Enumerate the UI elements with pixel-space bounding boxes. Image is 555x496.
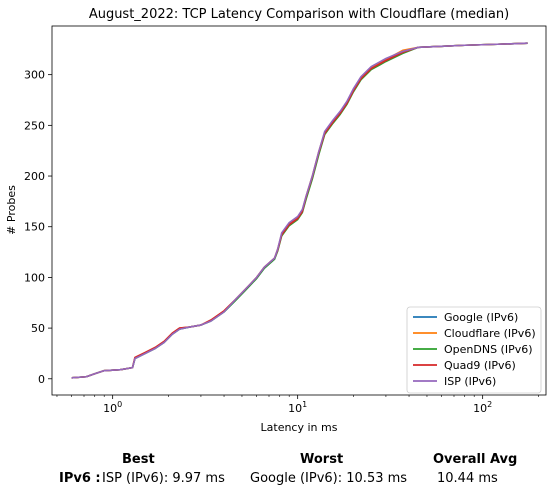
y-axis-label: # Probes (5, 185, 18, 235)
y-tick-label: 250 (24, 119, 45, 132)
x-tick-label: 101 (288, 400, 307, 415)
best-header: Best (122, 452, 155, 467)
ipv6-row-label: IPv6 : (59, 471, 101, 486)
x-tick-label: 102 (473, 400, 492, 415)
legend-label: Cloudflare (IPv6) (444, 327, 536, 340)
legend-label: OpenDNS (IPv6) (444, 343, 533, 356)
legend: Google (IPv6) Cloudflare (IPv6) OpenDNS (I… (406, 306, 542, 394)
legend-box (406, 306, 542, 394)
worst-value: Google (IPv6): 10.53 ms (250, 471, 408, 486)
y-tick-label: 50 (31, 322, 45, 335)
legend-label: Google (IPv6) (444, 311, 518, 324)
y-tick-label: 200 (24, 170, 45, 183)
series-line (71, 42, 528, 379)
y-tick-label: 100 (24, 271, 45, 284)
y-tick-label: 0 (38, 373, 45, 386)
x-axis: 100 101 102 (56, 395, 539, 415)
y-axis: 0 50 100 150 200 250 300 (24, 69, 52, 386)
y-tick-label: 300 (24, 69, 45, 82)
legend-label: Quad9 (IPv6) (444, 359, 516, 372)
series-lines (71, 42, 528, 379)
y-tick-label: 150 (24, 221, 45, 234)
avg-header: Overall Avg (433, 452, 518, 467)
legend-label: ISP (IPv6) (444, 375, 496, 388)
latency-chart: August_2022: TCP Latency Comparison with… (5, 7, 547, 434)
x-axis-label: Latency in ms (261, 421, 338, 434)
x-tick-label: 100 (103, 400, 122, 415)
chart-title: August_2022: TCP Latency Comparison with… (89, 7, 509, 22)
best-value: ISP (IPv6): 9.97 ms (102, 471, 225, 486)
avg-value: 10.44 ms (437, 471, 498, 486)
worst-header: Worst (300, 452, 344, 467)
